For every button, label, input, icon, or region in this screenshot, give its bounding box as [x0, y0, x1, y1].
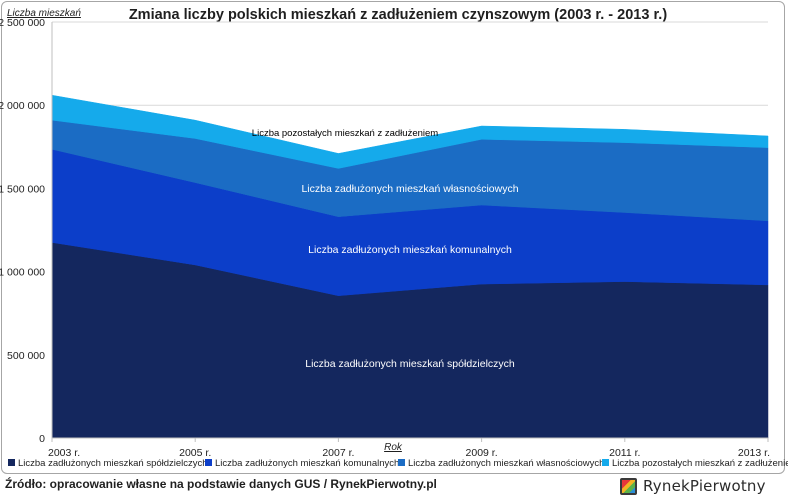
area-labels: Liczba zadłużonych mieszkań spółdzielczy… — [252, 128, 519, 370]
legend-swatch — [398, 459, 405, 466]
y-tick-label: 2 000 000 — [0, 100, 45, 112]
area-label-2: Liczba zadłużonych mieszkań komunalnych — [308, 244, 512, 256]
x-tick-label: 2007 r. — [322, 447, 354, 459]
x-axis-title: Rok — [384, 442, 403, 453]
area-label-3: Liczba zadłużonych mieszkań własnościowy… — [301, 183, 518, 195]
y-tick-label: 1 500 000 — [0, 183, 45, 195]
area-label-1: Liczba zadłużonych mieszkań spółdzielczy… — [305, 358, 515, 370]
source-note: Źródło: opracowanie własne na podstawie … — [5, 477, 437, 491]
logo-text: RynekPierwotny — [643, 477, 766, 495]
legend: Liczba zadłużonych mieszkań spółdzielczy… — [8, 458, 788, 469]
logo-mark-icon — [620, 477, 637, 495]
x-tick-label: 2013 r. — [738, 447, 770, 459]
y-tick-label: 2 500 000 — [0, 17, 45, 29]
x-tick-label: 2003 r. — [48, 447, 80, 459]
legend-swatch — [602, 459, 609, 466]
y-tick-label: 0 — [39, 433, 45, 445]
x-tick-label: 2011 r. — [609, 447, 640, 459]
y-tick-label: 500 000 — [7, 350, 45, 362]
x-axis: 2003 r. 2005 r. 2007 r. 2009 r. 2011 r. 2013 … — [48, 437, 770, 459]
logo[interactable]: RynekPierwotny — [620, 474, 766, 498]
legend-item-label: Liczba zadłużonych mieszkań spółdzielczy… — [18, 458, 208, 469]
area-series-4 — [51, 94, 769, 169]
legend-item-label: Liczba zadłużonych mieszkań komunalnych — [215, 458, 399, 469]
x-tick-label: 2009 r. — [466, 447, 498, 459]
chart-title: Zmiana liczby polskich mieszkań z zadłuż… — [129, 7, 667, 23]
legend-item-label: Liczba zadłużonych mieszkań własnościowy… — [408, 458, 604, 469]
legend-item-label: Liczba pozostałych mieszkań z zadłużenie… — [612, 458, 788, 469]
y-tick-label: 1 000 000 — [0, 267, 45, 279]
areas — [51, 94, 769, 439]
area-label-4: Liczba pozostałych mieszkań z zadłużenie… — [252, 128, 438, 139]
chart: Zmiana liczby polskich mieszkań z zadłuż… — [0, 7, 788, 469]
legend-swatch — [205, 459, 212, 466]
x-tick-label: 2005 r. — [179, 447, 211, 459]
y-axis: 0 500 000 1 000 000 1 500 000 2 000 000 2 500… — [0, 17, 53, 445]
y-axis-title: Liczba mieszkań — [7, 8, 81, 19]
legend-swatch — [8, 459, 15, 466]
